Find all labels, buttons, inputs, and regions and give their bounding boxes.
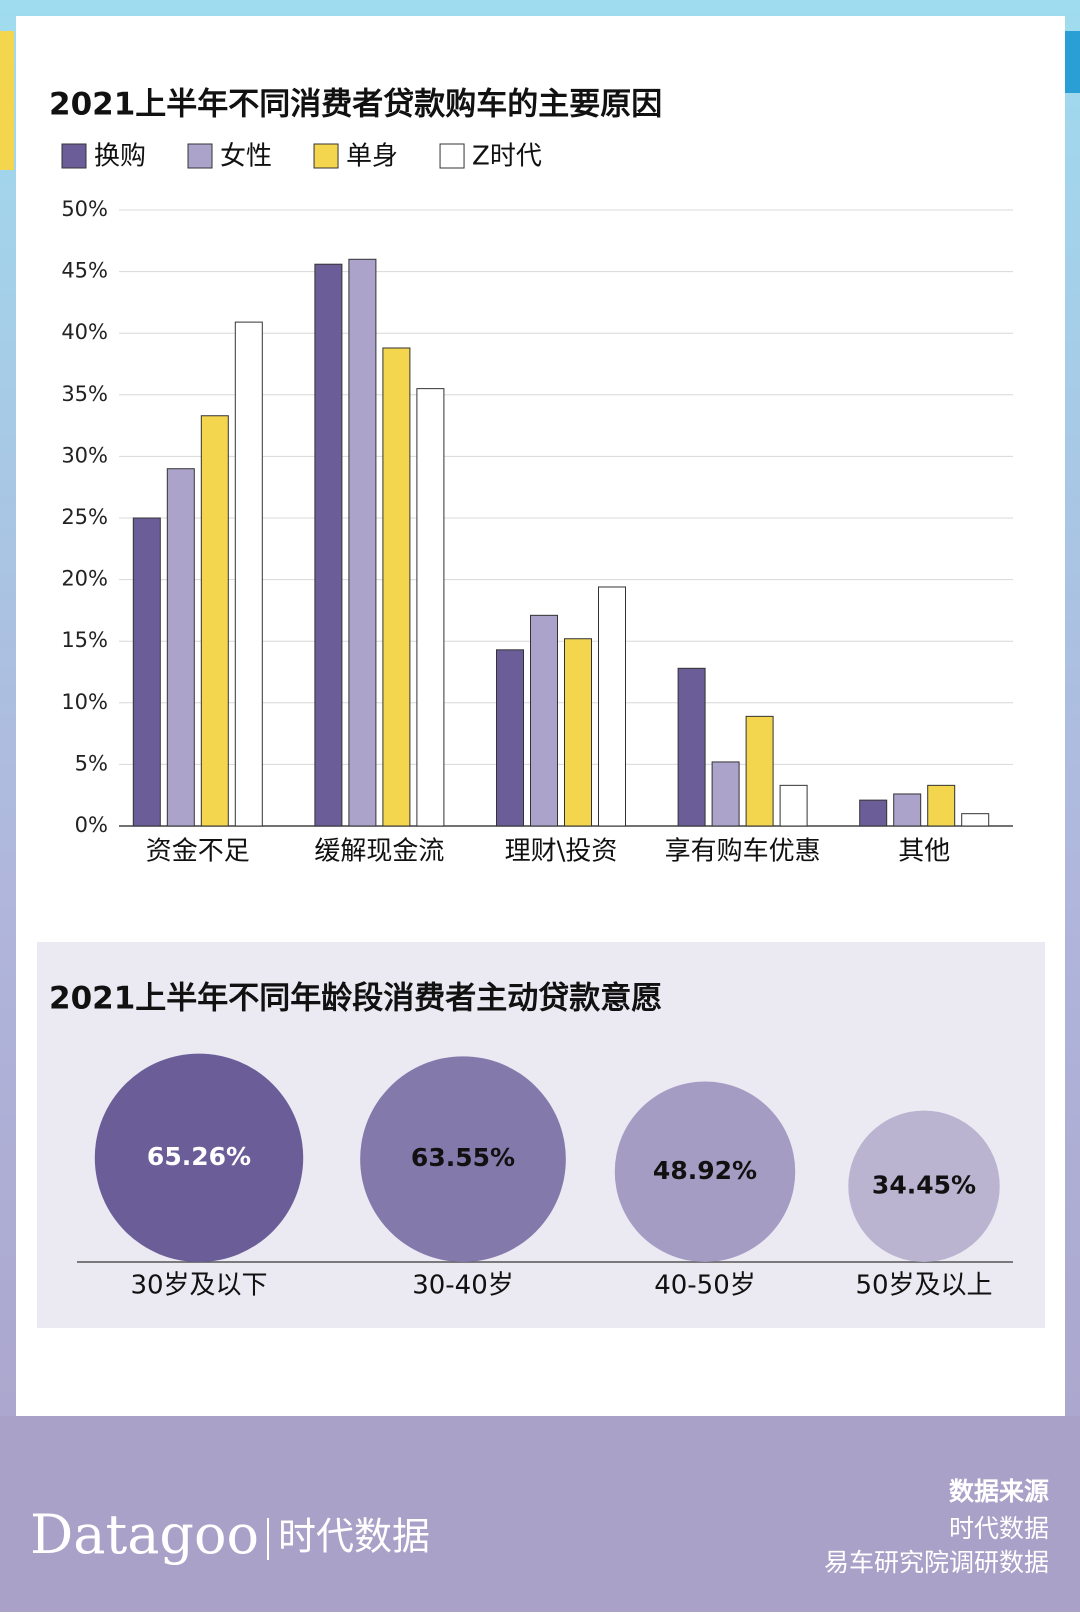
- y-tick-label: 45%: [61, 259, 108, 283]
- legend-label: 女性: [220, 142, 272, 172]
- bar: [961, 813, 990, 827]
- accent: [1065, 31, 1080, 93]
- legend-swatch: [187, 143, 213, 169]
- value-label: 48.92%: [653, 1156, 757, 1185]
- y-tick-label: 30%: [61, 443, 108, 467]
- footer-band: [0, 1416, 1080, 1612]
- bar: [564, 638, 592, 827]
- source: 易车研究院调研数据: [824, 1548, 1049, 1577]
- value-label: 65.26%: [147, 1142, 251, 1171]
- bar: [132, 517, 161, 827]
- bar: [598, 586, 626, 827]
- y-tick-label: 0%: [75, 813, 108, 837]
- y-tick-label: 25%: [61, 505, 108, 529]
- bubble: [848, 1110, 1000, 1262]
- y-tick-label: 50%: [61, 197, 108, 221]
- x-tick-label: 其他: [898, 837, 950, 867]
- y-tick-label: 10%: [61, 690, 108, 714]
- bar: [382, 347, 411, 827]
- bubble: [360, 1056, 566, 1262]
- bar: [779, 784, 808, 827]
- accent: [0, 31, 14, 170]
- bar: [530, 614, 558, 827]
- bar: [348, 258, 377, 827]
- x-tick-label: 资金不足: [146, 837, 250, 867]
- source: 时代数据: [949, 1514, 1049, 1543]
- bar: [314, 263, 343, 827]
- category-label: 40-50岁: [654, 1271, 756, 1301]
- bar: [893, 793, 922, 827]
- bar: [166, 468, 195, 827]
- bar: [496, 649, 524, 827]
- y-tick-label: 15%: [61, 628, 108, 652]
- value-label: 63.55%: [411, 1143, 515, 1172]
- brand-cn: 时代数据: [278, 1515, 430, 1559]
- legend-swatch: [439, 143, 465, 169]
- bar: [711, 761, 740, 827]
- bar: [927, 784, 956, 827]
- legend-label: 单身: [346, 142, 398, 172]
- chart-title: 2021上半年不同年龄段消费者主动贷款意愿: [49, 981, 662, 1017]
- x-tick-label: 缓解现金流: [314, 837, 444, 867]
- y-tick-label: 20%: [61, 567, 108, 591]
- bar: [416, 388, 445, 827]
- bar: [677, 667, 706, 827]
- legend-label: 换购: [94, 142, 146, 172]
- bar: [200, 415, 229, 827]
- y-tick-label: 40%: [61, 320, 108, 344]
- source-title: 数据来源: [949, 1477, 1049, 1506]
- category-label: 30岁及以下: [130, 1271, 267, 1301]
- x-tick-label: 理财\投资: [505, 837, 618, 867]
- legend-swatch: [313, 143, 339, 169]
- category-label: 30-40岁: [412, 1271, 514, 1301]
- value-label: 34.45%: [872, 1170, 976, 1199]
- brand: Datagoo: [30, 1503, 259, 1566]
- chart-title: 2021上半年不同消费者贷款购车的主要原因: [49, 87, 662, 123]
- category-label: 50岁及以上: [855, 1271, 992, 1301]
- bubble: [94, 1053, 304, 1262]
- x-tick-label: 享有购车优惠: [665, 837, 821, 867]
- bar: [234, 321, 263, 827]
- legend-label: Z时代: [472, 142, 542, 172]
- y-tick-label: 5%: [75, 751, 108, 775]
- y-tick-label: 35%: [61, 382, 108, 406]
- bar: [745, 715, 774, 827]
- bar: [859, 799, 888, 827]
- bubble: [614, 1081, 796, 1263]
- legend-swatch: [61, 143, 87, 169]
